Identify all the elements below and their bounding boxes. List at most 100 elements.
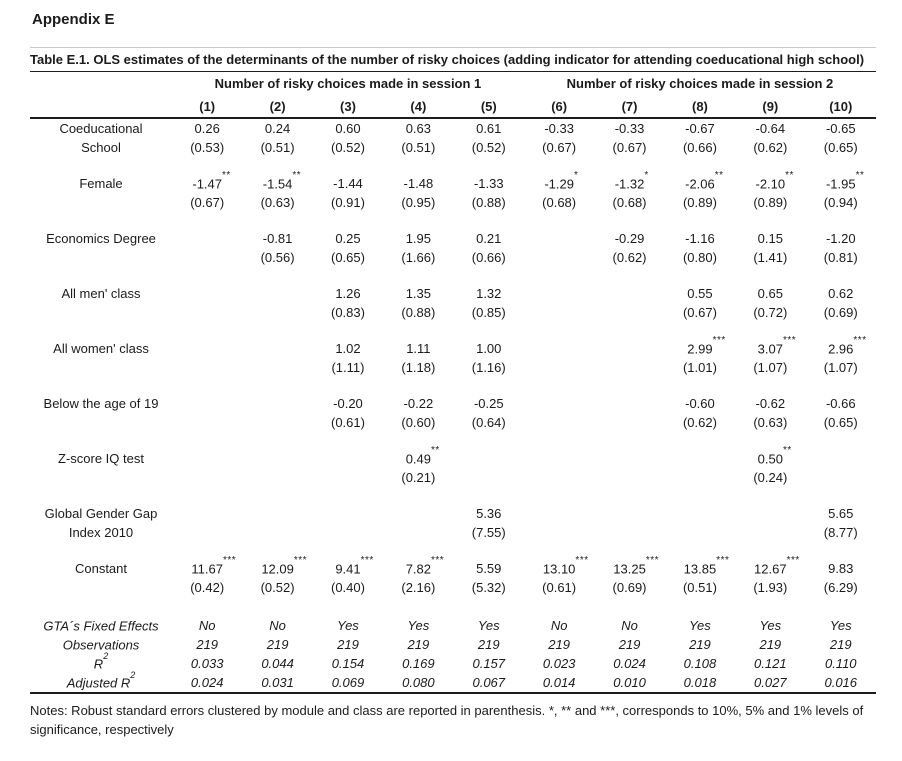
column-number: (1) — [172, 95, 243, 119]
coef-cell: -1.29* — [544, 170, 579, 192]
coef-cell: 1.02 — [313, 339, 383, 358]
stat-cell: 219 — [829, 637, 852, 652]
coef-value: 7.82 — [405, 561, 432, 577]
se-cell: (1.16) — [471, 360, 506, 375]
coef-value: -1.47 — [192, 176, 223, 192]
se-cell: (5.32) — [471, 580, 506, 595]
se-cell: (0.61) — [330, 415, 365, 430]
stat-cell: 0.024 — [613, 656, 646, 671]
se-cell: (0.52) — [260, 580, 295, 595]
coef-cell: 1.11 — [383, 339, 453, 358]
coef-cell: 5.59 — [454, 559, 524, 578]
coef-value: 5.36 — [476, 506, 502, 521]
coef-row: Female -1.47** -1.54** -1.44 -1.48 -1.33 -1.29… — [30, 170, 876, 193]
coef-value: -1.95 — [825, 176, 856, 192]
coef-cell: 0.26 — [172, 118, 242, 138]
se-cell: (0.89) — [753, 195, 788, 210]
se-cell — [735, 523, 805, 542]
coef-value: 0.50 — [757, 451, 783, 467]
stat-cell: No — [621, 618, 638, 633]
coef-cell — [313, 504, 383, 523]
coef-value: 0.21 — [476, 231, 502, 246]
coef-cell: -1.54** — [262, 170, 302, 192]
column-number: (4) — [383, 95, 454, 119]
se-cell — [242, 358, 312, 377]
stat-cell: 0.016 — [805, 673, 876, 694]
stat-cell: 0.157 — [472, 656, 506, 671]
coef-value: 0.49 — [405, 451, 432, 467]
se-row: (0.56) (0.65) (1.66) (0.66) (0.62) (0.80) (1.4… — [30, 248, 876, 267]
coef-cell — [594, 284, 664, 303]
stat-cell: 0.044 — [261, 656, 294, 671]
se-cell — [665, 468, 735, 487]
coef-value: -0.64 — [755, 121, 786, 136]
se-cell: (0.61) — [542, 580, 577, 595]
spacer-row — [30, 267, 876, 284]
stat-row: Observations 219 219 219 219 219 219 219 219 219 2… — [30, 635, 876, 654]
se-cell — [242, 303, 312, 322]
se-cell — [172, 523, 242, 542]
coef-value: 13.25 — [613, 561, 646, 577]
coef-value: 2.96 — [828, 341, 854, 357]
coef-cell — [242, 394, 312, 413]
stat-cell: 0.067 — [453, 673, 524, 694]
coef-cell: 11.67*** — [191, 555, 237, 577]
stat-cell: 0.023 — [542, 656, 576, 671]
coef-cell: 13.25*** — [613, 555, 659, 577]
column-number: (6) — [523, 95, 595, 119]
se-cell: (1.18) — [401, 360, 436, 375]
coef-cell: -2.10** — [755, 170, 794, 192]
row-label — [30, 248, 172, 267]
se-row: School (0.53) (0.51) (0.52) (0.51) (0.52) (0.6… — [30, 138, 876, 157]
table-head: Number of risky choices made in session … — [30, 72, 876, 119]
se-row: (1.11) (1.18) (1.16) (1.01) (1.07) (1.07) — [30, 358, 876, 377]
coef-cell: 0.25 — [313, 229, 383, 248]
se-cell — [172, 413, 242, 432]
se-cell — [172, 248, 242, 267]
stat-cell: 0.024 — [172, 673, 243, 694]
coef-value: 1.32 — [476, 286, 502, 301]
stat-cell: 219 — [337, 637, 359, 652]
stat-cell: 0.010 — [594, 673, 665, 694]
label-column-spacer — [30, 72, 172, 95]
se-cell — [172, 468, 242, 487]
se-cell — [806, 468, 876, 487]
stat-label-text: Adjusted R — [66, 675, 131, 691]
coef-cell: 0.15 — [735, 229, 805, 248]
se-cell: (0.85) — [471, 305, 506, 320]
se-cell: (0.63) — [260, 195, 295, 210]
coef-value: -0.20 — [333, 396, 363, 411]
se-cell: (0.72) — [753, 305, 788, 320]
row-label: Below the age of 19 — [43, 396, 159, 411]
se-cell: (0.53) — [190, 140, 225, 155]
coef-cell: 9.41*** — [335, 555, 374, 577]
coef-value: -2.10 — [755, 176, 786, 192]
stat-cell: 0.069 — [312, 673, 384, 694]
coef-cell: -1.32* — [614, 170, 649, 192]
coef-cell: 13.10*** — [542, 555, 589, 577]
se-cell: (2.16) — [401, 580, 436, 595]
spacer-cell — [30, 267, 876, 284]
coef-value: 0.63 — [405, 121, 432, 136]
column-number: (2) — [242, 95, 313, 119]
se-cell: (0.21) — [401, 470, 436, 485]
stat-cell: 0.080 — [383, 673, 454, 694]
spacer-row — [30, 542, 876, 559]
spacer-row — [30, 212, 876, 229]
se-cell: (0.65) — [330, 250, 365, 265]
se-row: (0.67) (0.63) (0.91) (0.95) (0.88) (0.68) (0.6… — [30, 193, 876, 212]
se-cell: (1.66) — [401, 250, 436, 265]
se-cell — [242, 468, 312, 487]
coef-value: 1.11 — [406, 341, 431, 356]
se-cell — [172, 303, 242, 322]
stat-cell: 0.169 — [402, 656, 435, 671]
se-cell: (0.51) — [401, 140, 436, 155]
coef-value: -1.16 — [685, 231, 715, 246]
stat-label-superscript: 2 — [103, 651, 109, 662]
table-title-bar: Table E.1. OLS estimates of the determin… — [30, 47, 876, 72]
coef-cell: 0.49** — [405, 445, 440, 467]
coef-cell — [242, 449, 312, 468]
coef-cell: -1.33 — [454, 174, 524, 193]
coef-row: Z-score IQ test 0.49** 0.50** — [30, 445, 876, 468]
coef-value: 9.41 — [335, 561, 361, 577]
